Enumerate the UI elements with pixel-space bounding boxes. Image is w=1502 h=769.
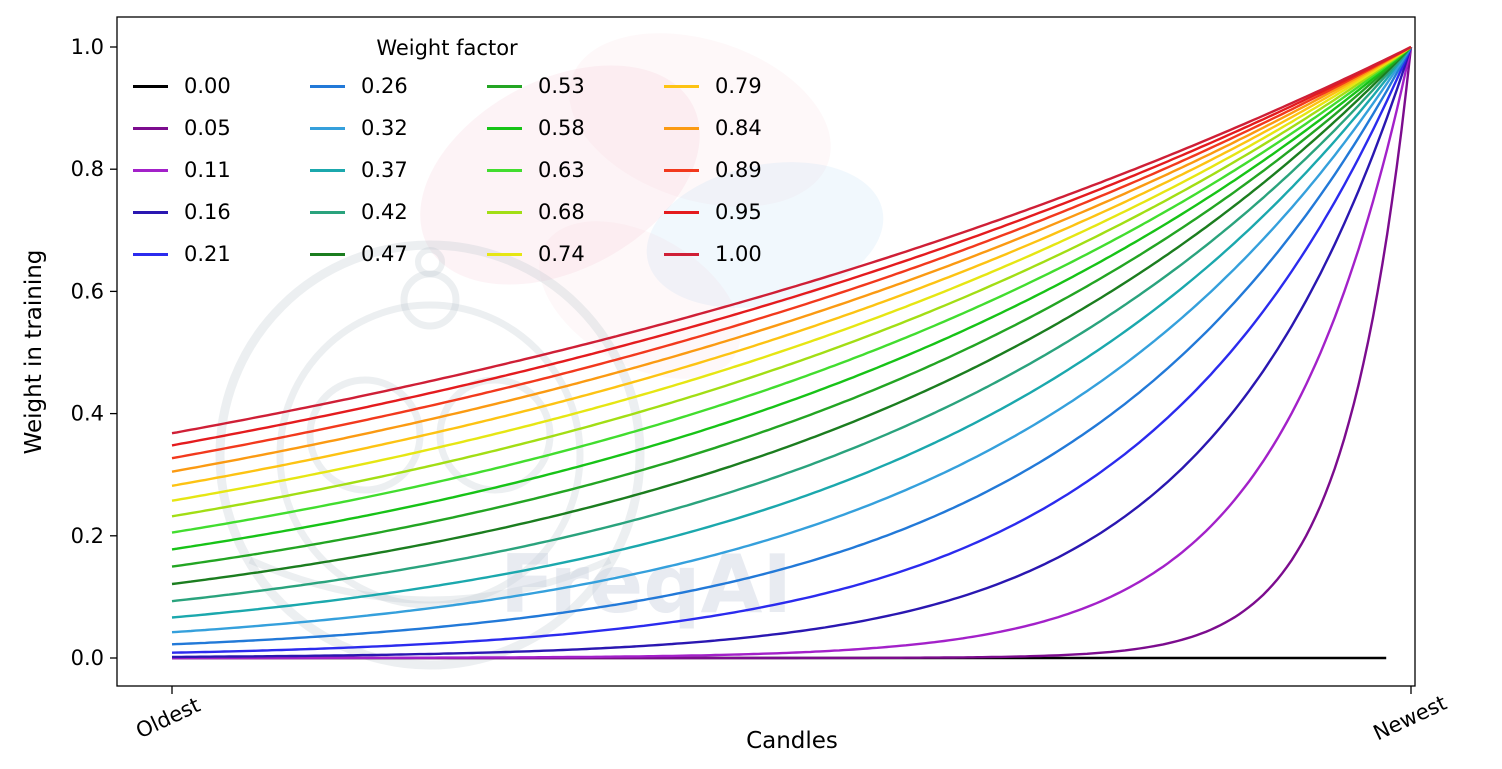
legend-entry: 0.89: [664, 156, 841, 184]
curve-0.26: [171, 46, 1413, 646]
legend-entry: 0.42: [310, 198, 487, 226]
curve-0.42: [171, 46, 1412, 603]
legend-label: 0.47: [361, 242, 408, 266]
legend-swatch: [310, 168, 345, 172]
legend-label: 0.42: [361, 200, 408, 224]
legend-swatch: [487, 252, 522, 256]
legend-entry: 0.79: [664, 72, 841, 100]
legend-entry: 0.58: [487, 114, 664, 142]
legend-grid: 0.00 0.05 0.11 0.16 0.21 0.26 0.32 0.37 0.42 0.47…: [133, 72, 841, 268]
curve-0.74: [171, 46, 1412, 502]
legend-label: 0.11: [184, 158, 231, 182]
legend-swatch: [310, 210, 345, 214]
legend-entry: 0.95: [664, 198, 841, 226]
legend-entry: 0.74: [487, 240, 664, 268]
legend-label: 0.68: [538, 200, 585, 224]
legend-label: 0.05: [184, 116, 231, 140]
legend-swatch: [664, 168, 699, 172]
x-axis-label: Candles: [746, 728, 838, 754]
legend-swatch: [310, 126, 345, 130]
legend-label: 0.79: [715, 74, 762, 98]
legend-label: 0.89: [715, 158, 762, 182]
y-tick-label: 0.4: [71, 402, 104, 426]
legend-label: 0.63: [538, 158, 585, 182]
curve-0.68: [171, 46, 1412, 518]
legend-swatch: [664, 84, 699, 88]
legend-swatch: [310, 84, 345, 88]
curve-0.95: [171, 45, 1412, 447]
y-tick-label: 0.8: [71, 157, 104, 181]
axes-box: [116, 16, 1416, 687]
legend-entry: 0.63: [487, 156, 664, 184]
legend-label: 0.21: [184, 242, 231, 266]
legend-swatch: [664, 210, 699, 214]
legend-label: 0.26: [361, 74, 408, 98]
legend-label: 0.00: [184, 74, 231, 98]
legend-title: Weight factor: [376, 36, 518, 60]
curve-0.32: [171, 46, 1413, 634]
legend-swatch: [133, 210, 168, 214]
y-tick-label: 0.2: [71, 524, 104, 548]
curve-0.47: [171, 46, 1412, 586]
y-tick-label: 0.0: [71, 646, 104, 670]
curve-0.89: [171, 45, 1412, 460]
curve-0.63: [171, 46, 1412, 534]
legend-swatch: [133, 84, 168, 88]
legend-entry: 0.32: [310, 114, 487, 142]
y-tick-label: 0.6: [71, 279, 104, 303]
curve-0.53: [171, 46, 1412, 568]
watermark-text: FreqAI: [500, 538, 792, 631]
curve-0.79: [171, 45, 1412, 487]
legend-entry: 1.00: [664, 240, 841, 268]
legend-entry: 0.84: [664, 114, 841, 142]
legend-label: 0.95: [715, 200, 762, 224]
curve-0.21: [171, 46, 1413, 654]
legend-label: 0.37: [361, 158, 408, 182]
legend-entry: 0.53: [487, 72, 664, 100]
curve-0.16: [172, 46, 1413, 659]
legend-entry: 0.37: [310, 156, 487, 184]
legend-label: 0.53: [538, 74, 585, 98]
legend-swatch: [133, 126, 168, 130]
legend-label: 0.16: [184, 200, 231, 224]
legend: Weight factor 0.00 0.05 0.11 0.16 0.21 0.26 0.…: [133, 36, 841, 268]
legend-entry: 0.05: [133, 114, 310, 142]
legend-swatch: [487, 168, 522, 172]
curve-0.37: [171, 46, 1412, 619]
legend-swatch: [133, 252, 168, 256]
legend-swatch: [664, 252, 699, 256]
legend-entry: 0.00: [133, 72, 310, 100]
legend-swatch: [487, 126, 522, 130]
legend-entry: 0.21: [133, 240, 310, 268]
legend-swatch: [133, 168, 168, 172]
legend-label: 0.74: [538, 242, 585, 266]
legend-entry: 0.47: [310, 240, 487, 268]
y-tick-label: 1.0: [71, 35, 104, 59]
legend-swatch: [664, 126, 699, 130]
legend-entry: 0.68: [487, 198, 664, 226]
legend-entry: 0.26: [310, 72, 487, 100]
curve-0.84: [171, 45, 1412, 473]
legend-label: 0.84: [715, 116, 762, 140]
legend-label: 0.32: [361, 116, 408, 140]
curve-0.58: [171, 46, 1412, 551]
legend-entry: 0.11: [133, 156, 310, 184]
legend-entry: 0.16: [133, 198, 310, 226]
legend-swatch: [310, 252, 345, 256]
y-axis-label: Weight in training: [21, 249, 47, 455]
legend-label: 0.58: [538, 116, 585, 140]
curve-1.00: [171, 45, 1412, 435]
legend-label: 1.00: [715, 242, 762, 266]
curve-0.11: [172, 46, 1413, 660]
legend-swatch: [487, 84, 522, 88]
legend-swatch: [487, 210, 522, 214]
